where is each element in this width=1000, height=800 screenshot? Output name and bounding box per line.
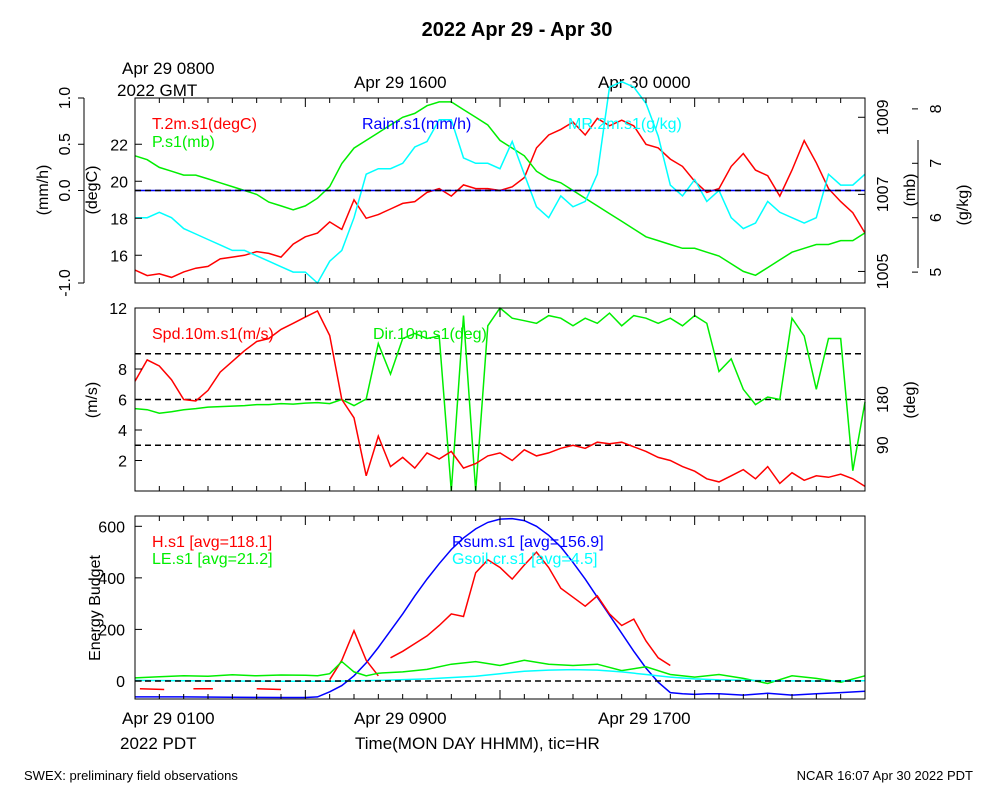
y-label-temp: (degC) <box>84 166 101 215</box>
chart-title: 2022 Apr 29 - Apr 30 <box>422 19 613 41</box>
panel-2: 2 4 6 8 12 90 180 Spd.10m.s1(m/s) Dir.10m.s1(d… <box>84 301 919 492</box>
p1-rain-y-tick-label: 1.0 <box>57 87 74 109</box>
p2-spd-y-tick-label: 12 <box>109 301 127 318</box>
legend-sensible-heat: H.s1 [avg=118.1] <box>152 534 272 551</box>
p1-temp-y-tick-label: 20 <box>110 174 128 191</box>
p1-pres-y-tick-label: 1009 <box>875 99 892 135</box>
legend-gsoil: Gsoil.cr.s1 [avg=4.5] <box>452 551 597 568</box>
panel-3: 0 200 400 600 H.s1 [avg=118.1] LE.s1 [avg=2… <box>87 515 866 700</box>
p1-pres-y-tick-label: 1007 <box>875 176 892 212</box>
legend-t2m: T.2m.s1(degC) <box>152 116 257 133</box>
p3-series-1-segment-4 <box>390 550 671 667</box>
p1-series-line-1 <box>134 101 866 277</box>
footer-left: SWEX: preliminary field observations <box>24 768 238 783</box>
gmt-year-label: 2022 GMT <box>117 81 197 100</box>
y-label-speed: (m/s) <box>84 382 101 418</box>
y-label-rain: (mm/h) <box>35 165 52 216</box>
p3-energy-y-tick-label: 200 <box>98 622 125 639</box>
p2-dir-y-tick-label: 90 <box>875 436 892 454</box>
pdt-label-second: Apr 29 0900 <box>354 709 447 728</box>
legend-latent-heat: LE.s1 [avg=21.2] <box>152 551 273 568</box>
y-label-mixing-ratio: (g/kg) <box>955 185 972 226</box>
panel-1: -1.0 0.0 0.5 1.0 16 18 20 22 1005 1007 1009 5 6 7 8 T.… <box>35 80 972 297</box>
x-axis-label: Time(MON DAY HHMM), tic=HR <box>355 734 600 753</box>
p2-spd-y-tick-label: 6 <box>118 393 127 410</box>
p3-series-1-segment-0 <box>139 687 165 691</box>
gmt-label-second: Apr 29 1600 <box>354 73 447 92</box>
p1-mr-y-tick-label: 6 <box>928 213 945 222</box>
p1-temp-y-tick-label: 16 <box>110 248 128 265</box>
pdt-label-first: Apr 29 0100 <box>122 709 215 728</box>
p2-series-line-1 <box>134 309 866 488</box>
panel-2-axes: 2 4 6 8 12 90 180 <box>109 301 892 491</box>
legend-mixing-ratio: MR.2m.s1(g/kg) <box>568 116 682 133</box>
legend-pressure: P.s1(mb) <box>152 134 215 151</box>
p1-temp-y-tick-label: 22 <box>110 137 128 154</box>
p1-rain-y-tick-label: 0.0 <box>57 179 74 201</box>
footer-right: NCAR 16:07 Apr 30 2022 PDT <box>797 768 973 783</box>
gmt-label-third: Apr 30 0000 <box>598 73 691 92</box>
p1-series-line-0 <box>134 117 866 279</box>
legend-rain: Rainr.s1(mm/h) <box>362 116 471 133</box>
legend-speed: Spd.10m.s1(m/s) <box>152 326 274 343</box>
p2-spd-y-tick-label: 2 <box>118 454 127 471</box>
p1-mr-y-tick-label: 8 <box>928 104 945 113</box>
p1-rain-y-tick-label: 0.5 <box>57 133 74 155</box>
p3-energy-y-tick-label: 400 <box>98 571 125 588</box>
p3-series-1-segment-2 <box>256 687 282 691</box>
p3-energy-y-tick-label: 0 <box>116 674 125 691</box>
p3-series-1-segment-3 <box>329 628 379 681</box>
pdt-year-label: 2022 PDT <box>120 734 197 753</box>
panel-1-axes: -1.0 0.0 0.5 1.0 16 18 20 22 1005 1007 1009 5 6 7 8 <box>57 87 945 297</box>
panel-3-axes: 0 200 400 600 <box>98 516 842 699</box>
p2-spd-y-tick-label: 4 <box>118 423 127 440</box>
p1-rain-y-tick-label: -1.0 <box>57 269 74 297</box>
p1-series-line-2 <box>135 80 866 285</box>
p3-series-line-2 <box>134 659 866 685</box>
p1-mr-y-tick-label: 7 <box>928 159 945 168</box>
y-label-direction: (deg) <box>902 381 919 418</box>
y-label-energy: Energy Budget <box>87 555 104 661</box>
p2-dir-y-tick-label: 180 <box>875 386 892 413</box>
panel-3-series <box>134 517 866 699</box>
p1-mr-y-tick-label: 5 <box>928 268 945 277</box>
gmt-label-first: Apr 29 0800 <box>122 59 215 78</box>
p3-energy-y-tick-label: 600 <box>98 519 125 536</box>
legend-rsum: Rsum.s1 [avg=156.9] <box>452 534 604 551</box>
p1-temp-y-tick-label: 18 <box>110 211 128 228</box>
p1-pres-y-tick-label: 1005 <box>875 254 892 290</box>
legend-direction: Dir.10m.s1(deg) <box>373 326 487 343</box>
pdt-label-third: Apr 29 1700 <box>598 709 691 728</box>
y-label-pressure: (mb) <box>902 174 919 207</box>
panel-1-series <box>134 80 866 285</box>
p2-spd-y-tick-label: 8 <box>118 362 127 379</box>
